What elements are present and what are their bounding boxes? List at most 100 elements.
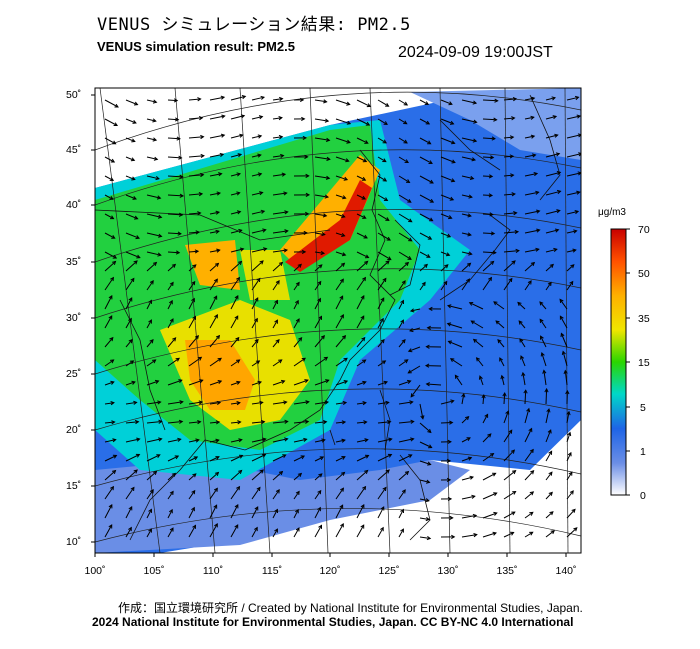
wind-arrow [209,278,218,291]
wind-arrow-head [502,392,507,397]
wind-arrow-head [518,320,523,325]
wind-arrow-head [573,229,578,234]
pm-field-yellow-w [240,250,290,300]
wind-arrow [230,261,242,272]
wind-arrow-head [261,453,267,458]
wind-arrow [461,457,472,462]
wind-arrow [398,213,412,223]
wind-arrow [146,118,156,122]
wind-arrow-head [539,318,544,323]
wind-arrow [293,509,299,519]
wind-arrow-head [214,262,220,267]
wind-arrow-head [152,137,158,142]
wind-arrow [293,421,309,424]
wind-arrow [251,260,264,272]
wind-arrow-head [323,356,329,361]
wind-arrow [251,527,258,538]
wind-arrow-head [401,338,406,344]
wind-arrow [251,454,266,462]
wind-arrow-head [493,301,498,306]
wind-arrow-head [278,134,284,140]
wind-arrow [293,282,300,291]
wind-arrow [188,117,203,120]
wind-arrow [409,327,421,332]
wind-arrow [125,194,137,200]
wind-arrow-head [410,419,415,424]
wind-arrow [125,339,133,348]
wind-arrow-head [112,438,117,443]
wind-arrow-head [536,209,541,214]
wind-arrow-head [364,438,369,443]
wind-arrow-head [275,489,280,494]
wind-arrow-head [364,140,369,144]
wind-arrow-head [173,98,179,103]
wind-arrow [230,277,240,291]
wind-arrow [146,528,152,538]
lon-label: 110˚ [203,565,223,577]
wind-arrow [167,318,174,329]
wind-arrow-head [508,429,513,434]
wind-arrow-head [429,217,434,222]
wind-arrow [419,232,432,240]
wind-arrow-head [404,261,410,267]
wind-arrow [398,262,409,272]
wind-arrow-head [257,380,262,385]
wind-arrow-head [407,379,412,384]
wind-arrow-head [343,357,348,362]
wind-arrow [503,470,516,481]
wind-arrow-head [238,228,243,234]
wind-arrow [564,370,568,386]
wind-arrow [251,506,259,519]
wind-arrow-head [499,357,503,362]
wind-arrow-head [346,139,351,144]
wind-arrow [524,154,536,158]
wind-arrow [272,249,288,253]
wind-vectors [104,95,581,541]
wind-arrow [209,115,225,120]
wind-arrow-head [425,517,431,522]
wind-arrow-head [426,325,431,330]
wind-arrow [471,320,484,329]
wind-arrow-head [577,171,581,176]
wind-arrow [209,456,220,462]
wind-arrow [461,534,477,538]
wind-arrow [167,401,183,405]
wind-arrow-head [320,250,326,256]
wind-arrow-head [295,508,299,514]
wind-arrow [461,175,474,180]
wind-arrow [440,251,450,256]
wind-arrow-head [407,348,413,353]
wind-arrow [545,153,560,158]
wind-arrow-head [380,526,384,532]
wind-arrow-head [568,471,573,476]
wind-arrow [461,262,471,272]
wind-arrow-head [111,235,116,239]
wind-arrow [230,337,240,348]
wind-arrow [230,470,242,481]
wind-arrow-head [192,524,197,529]
wind-arrow [167,213,183,216]
wind-arrow [566,490,574,500]
credit-line-1: 作成：国立環境研究所 / Created by National Institu… [118,601,583,615]
wind-arrow [335,175,348,181]
wind-arrow [230,455,243,462]
wind-arrow [524,470,534,481]
wind-arrow-head [365,121,371,126]
wind-arrow [293,527,300,538]
wind-arrow-head [255,360,261,365]
wind-arrow [314,232,325,236]
wind-arrow [335,251,346,256]
wind-arrow-head [158,437,163,442]
wind-arrow-head [512,490,517,495]
wind-arrow [398,99,408,106]
wind-arrow [125,156,135,161]
wind-arrow-head [341,232,346,237]
wind-arrow [167,264,176,272]
wind-arrow [566,210,579,215]
wind-arrow-head [364,254,370,259]
wind-arrow-head [425,479,431,484]
wind-arrow [314,473,323,481]
wind-arrow [188,298,195,310]
wind-arrow [125,381,136,386]
wind-arrow [230,211,241,215]
